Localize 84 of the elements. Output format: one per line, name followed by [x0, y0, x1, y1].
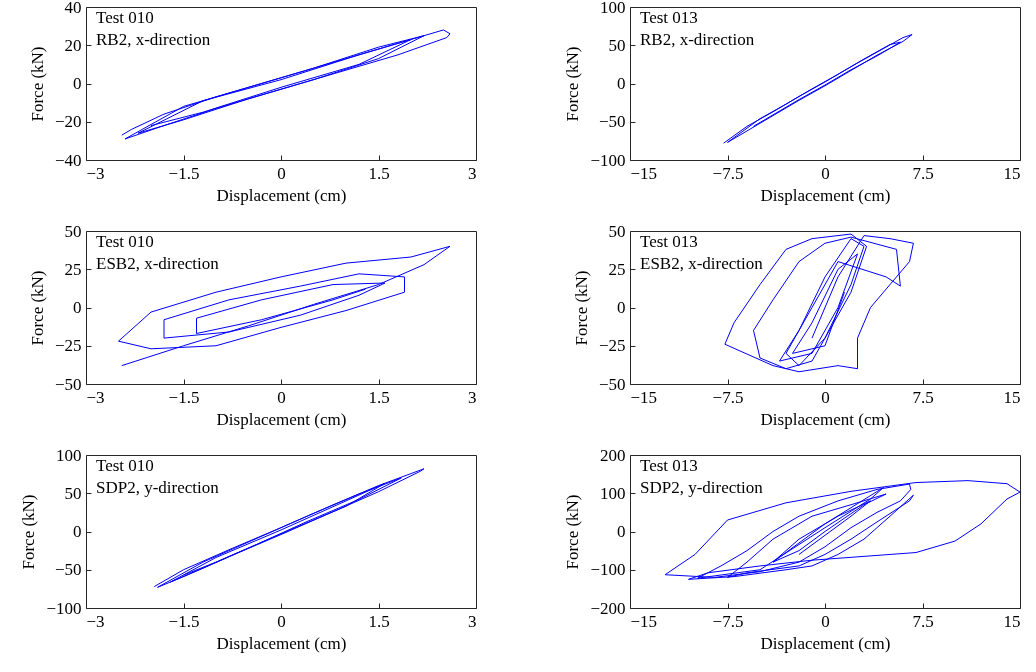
y-tick-label: 0 — [617, 522, 626, 541]
y-tick-label: −100 — [590, 150, 626, 170]
x-tick-label: −3 — [86, 611, 105, 631]
y-tick-label: −25 — [54, 336, 82, 356]
y-tick-label: 0 — [617, 74, 626, 93]
x-axis-title: Displacement (cm) — [216, 633, 347, 653]
x-axis-title: Displacement (cm) — [760, 185, 891, 205]
x-axis-title: Displacement (cm) — [216, 409, 347, 429]
x-tick-label: 0 — [277, 387, 286, 407]
annotation: Test 013 — [640, 456, 698, 475]
y-axis-title: Force (kN) — [563, 494, 583, 570]
x-tick-label: 15 — [1003, 611, 1021, 631]
x-tick-label: 7.5 — [912, 387, 934, 407]
y-axis-title: Force (kN) — [27, 270, 47, 346]
y-tick-label: 50 — [64, 483, 82, 503]
y-tick-label: 25 — [64, 259, 82, 279]
x-tick-label: 7.5 — [912, 611, 934, 631]
annotation: RB2, x-direction — [640, 30, 755, 49]
y-tick-label: −50 — [598, 112, 626, 132]
y-axis-title: Force (kN) — [27, 46, 47, 122]
annotation: Test 013 — [640, 232, 698, 251]
x-tick-label: −3 — [86, 387, 105, 407]
y-tick-label: 200 — [600, 445, 626, 465]
annotation: RB2, x-direction — [96, 30, 211, 49]
y-tick-label: 100 — [600, 0, 626, 17]
y-tick-label: −25 — [598, 336, 626, 356]
x-tick-label: 0 — [277, 611, 286, 631]
x-tick-label: −15 — [630, 611, 658, 631]
x-axis-title: Displacement (cm) — [216, 185, 347, 205]
x-axis-title: Displacement (cm) — [760, 633, 891, 653]
y-tick-label: 50 — [608, 35, 626, 55]
annotation: Test 010 — [96, 8, 154, 27]
x-tick-label: 15 — [1003, 387, 1021, 407]
x-tick-label: 1.5 — [368, 163, 390, 183]
y-tick-label: 0 — [73, 298, 82, 317]
x-tick-label: −1.5 — [168, 163, 200, 183]
y-tick-label: −50 — [54, 560, 82, 580]
x-tick-label: 0 — [821, 387, 830, 407]
x-tick-label: −7.5 — [712, 163, 744, 183]
x-tick-label: −7.5 — [712, 611, 744, 631]
y-tick-label: 50 — [64, 221, 82, 241]
y-tick-label: 25 — [608, 259, 626, 279]
x-tick-label: 0 — [821, 611, 830, 631]
x-axis-title: Displacement (cm) — [760, 409, 891, 429]
y-tick-label: −100 — [590, 560, 626, 580]
x-tick-label: 0 — [277, 163, 286, 183]
x-tick-label: −1.5 — [168, 611, 200, 631]
y-tick-label: 40 — [64, 0, 82, 17]
y-tick-label: 100 — [56, 445, 82, 465]
annotation: Test 010 — [96, 456, 154, 475]
y-tick-label: 0 — [617, 298, 626, 317]
x-tick-label: −7.5 — [712, 387, 744, 407]
x-tick-label: −15 — [630, 163, 658, 183]
x-tick-label: −15 — [630, 387, 658, 407]
annotation: ESB2, x-direction — [96, 254, 220, 273]
y-tick-label: 50 — [608, 221, 626, 241]
x-tick-label: 3 — [468, 387, 477, 407]
y-tick-label: 0 — [73, 522, 82, 541]
x-tick-label: −1.5 — [168, 387, 200, 407]
x-tick-label: 3 — [468, 163, 477, 183]
y-tick-label: −200 — [590, 598, 626, 618]
y-tick-label: −20 — [54, 112, 82, 132]
annotation: SDP2, y-direction — [96, 478, 220, 497]
y-tick-label: 100 — [600, 483, 626, 503]
x-tick-label: −3 — [86, 163, 105, 183]
y-axis-title: Force (kN) — [563, 46, 583, 122]
x-tick-label: 1.5 — [368, 387, 390, 407]
x-tick-label: 0 — [821, 163, 830, 183]
x-tick-label: 7.5 — [912, 163, 934, 183]
x-tick-label: 3 — [468, 611, 477, 631]
y-axis-title: Force (kN) — [19, 494, 39, 570]
y-tick-label: −50 — [598, 374, 626, 394]
annotation: Test 010 — [96, 232, 154, 251]
y-tick-label: 20 — [64, 35, 82, 55]
y-axis-title: Force (kN) — [571, 270, 591, 346]
annotation: Test 013 — [640, 8, 698, 27]
annotation: SDP2, y-direction — [640, 478, 764, 497]
x-tick-label: 15 — [1003, 163, 1021, 183]
y-tick-label: −40 — [54, 150, 82, 170]
y-tick-label: −50 — [54, 374, 82, 394]
y-tick-label: −100 — [46, 598, 82, 618]
x-tick-label: 1.5 — [368, 611, 390, 631]
y-tick-label: 0 — [73, 74, 82, 93]
annotation: ESB2, x-direction — [640, 254, 764, 273]
